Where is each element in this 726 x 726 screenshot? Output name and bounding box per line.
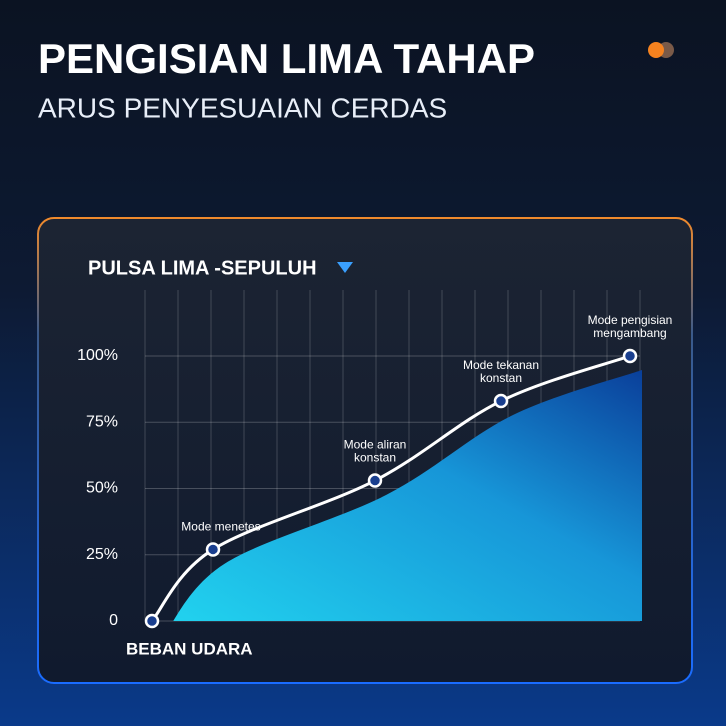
point xyxy=(367,473,383,488)
stage-label: mengambang xyxy=(593,326,666,340)
y-tick-label: 0 xyxy=(109,612,118,629)
stage-label: konstan xyxy=(480,371,522,385)
stage-label: Mode menetes xyxy=(181,520,260,534)
stage-label: Mode tekanan xyxy=(463,358,539,372)
x-axis-label: BEBAN UDARA xyxy=(126,639,253,658)
point xyxy=(144,613,160,629)
decor-dot xyxy=(648,42,664,58)
dropdown-icon xyxy=(337,262,353,273)
stage-label: Mode pengisian xyxy=(588,313,673,327)
point xyxy=(493,393,509,409)
point xyxy=(205,542,221,557)
page-subtitle: ARUS PENYESUAIAN CERDAS xyxy=(38,92,447,123)
chart-title: PULSA LIMA -SEPULUH xyxy=(88,257,317,279)
stage-label: konstan xyxy=(354,451,396,465)
point xyxy=(622,348,638,364)
y-tick-label: 100% xyxy=(77,347,118,364)
page-title: PENGISIAN LIMA TAHAP xyxy=(38,35,535,82)
area xyxy=(164,370,642,621)
y-tick-label: 50% xyxy=(86,480,118,497)
y-tick-label: 75% xyxy=(86,413,118,430)
y-tick-label: 25% xyxy=(86,546,118,563)
stage-label: Mode aliran xyxy=(344,438,407,452)
